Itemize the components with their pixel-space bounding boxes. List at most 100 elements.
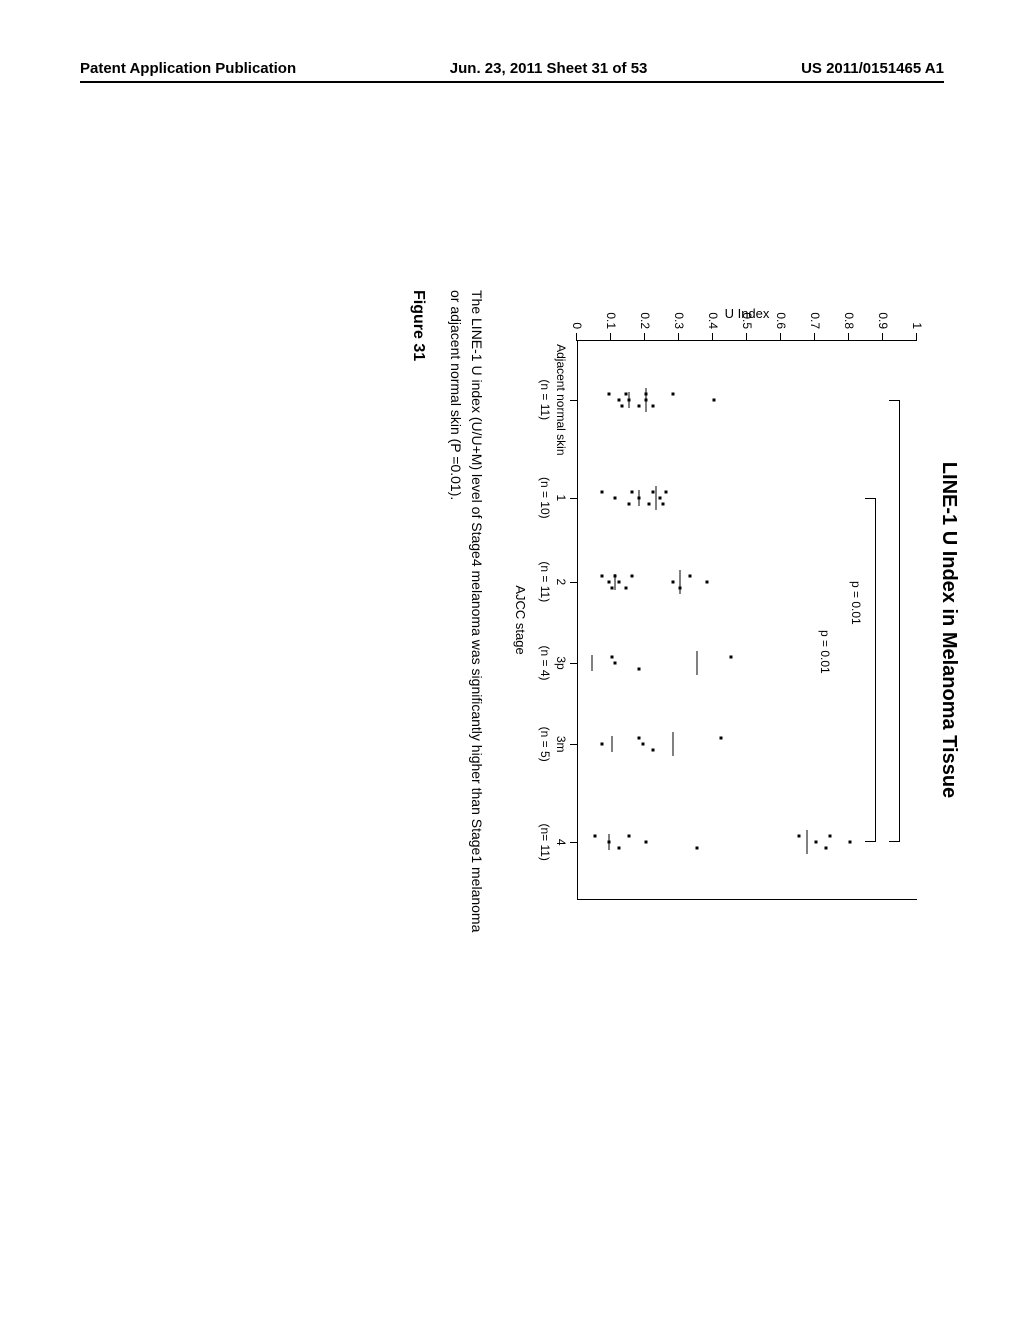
ytick bbox=[916, 333, 917, 341]
caption-line-1: The LINE-1 U index (U/U+M) level of Stag… bbox=[466, 290, 487, 980]
ytick-label: 0.8 bbox=[842, 312, 856, 329]
ytick-label: 1 bbox=[910, 322, 924, 329]
x-axis-label: AJCC stage bbox=[513, 585, 528, 654]
chart-title: LINE-1 U Index in Melanoma Tissue bbox=[937, 280, 960, 980]
data-point bbox=[689, 574, 692, 577]
data-point bbox=[798, 835, 801, 838]
data-point bbox=[600, 743, 603, 746]
ytick-label: 0 bbox=[570, 322, 584, 329]
header-right: US 2011/0151465 A1 bbox=[801, 60, 944, 77]
ytick bbox=[848, 333, 849, 341]
data-point bbox=[696, 847, 699, 850]
median-line bbox=[673, 732, 674, 756]
data-point bbox=[600, 490, 603, 493]
data-point bbox=[607, 580, 610, 583]
ytick-label: 0.3 bbox=[672, 312, 686, 329]
figure-caption: The LINE-1 U index (U/U+M) level of Stag… bbox=[445, 290, 487, 980]
data-point bbox=[600, 574, 603, 577]
data-point bbox=[638, 668, 641, 671]
ytick-label: 0.9 bbox=[876, 312, 890, 329]
data-point bbox=[617, 847, 620, 850]
xtick bbox=[570, 842, 578, 843]
data-point bbox=[648, 502, 651, 505]
median-line bbox=[612, 736, 613, 752]
data-point bbox=[706, 580, 709, 583]
ytick bbox=[780, 333, 781, 341]
data-point bbox=[638, 737, 641, 740]
median-line bbox=[697, 651, 698, 675]
median-line bbox=[608, 834, 609, 850]
xtick bbox=[570, 744, 578, 745]
ytick bbox=[678, 333, 679, 341]
data-point bbox=[611, 586, 614, 589]
significance-label: p = 0.01 bbox=[849, 581, 863, 625]
data-point bbox=[665, 490, 668, 493]
data-point bbox=[628, 502, 631, 505]
data-point bbox=[624, 586, 627, 589]
median-line bbox=[639, 490, 640, 506]
plot-area: 00.10.20.30.40.50.60.70.80.91U IndexAJCC… bbox=[577, 340, 917, 900]
data-point bbox=[651, 749, 654, 752]
data-point bbox=[849, 841, 852, 844]
xtick-label-s3p: 3p(n = 4) bbox=[537, 645, 568, 680]
header-center: Jun. 23, 2011 Sheet 31 of 53 bbox=[450, 60, 648, 77]
data-point bbox=[607, 392, 610, 395]
data-point bbox=[631, 490, 634, 493]
data-point bbox=[658, 496, 661, 499]
significance-label: p = 0.01 bbox=[818, 630, 832, 674]
ytick bbox=[814, 333, 815, 341]
data-point bbox=[651, 404, 654, 407]
ytick bbox=[610, 333, 611, 341]
median-line bbox=[656, 486, 657, 510]
data-point bbox=[631, 574, 634, 577]
xtick bbox=[570, 663, 578, 664]
xtick bbox=[570, 582, 578, 583]
figure-container: LINE-1 U Index in Melanoma Tissue 00.10.… bbox=[60, 280, 960, 980]
ytick bbox=[746, 333, 747, 341]
ytick-label: 0.4 bbox=[706, 312, 720, 329]
significance-bracket bbox=[875, 498, 876, 842]
data-point bbox=[825, 847, 828, 850]
ytick bbox=[644, 333, 645, 341]
median-line bbox=[629, 392, 630, 408]
ytick bbox=[882, 333, 883, 341]
data-point bbox=[713, 398, 716, 401]
figure-number: Figure 31 bbox=[409, 290, 427, 980]
median-line bbox=[591, 655, 592, 671]
ytick bbox=[712, 333, 713, 341]
xtick-label-s4: 4(n= 11) bbox=[537, 823, 568, 860]
ytick-label: 0.1 bbox=[604, 312, 618, 329]
data-point bbox=[617, 580, 620, 583]
ytick bbox=[576, 333, 577, 341]
xtick-label-s1: 1(n = 10) bbox=[537, 477, 568, 519]
xtick bbox=[570, 400, 578, 401]
page-header: Patent Application Publication Jun. 23, … bbox=[80, 60, 944, 83]
data-point bbox=[611, 656, 614, 659]
data-point bbox=[651, 490, 654, 493]
xtick-label-s2: 2(n = 11) bbox=[537, 561, 568, 602]
data-point bbox=[614, 662, 617, 665]
header-left: Patent Application Publication bbox=[80, 60, 296, 77]
data-point bbox=[641, 743, 644, 746]
data-point bbox=[815, 841, 818, 844]
data-point bbox=[617, 398, 620, 401]
data-point bbox=[624, 392, 627, 395]
significance-bracket bbox=[899, 400, 900, 842]
xtick-label-s3m: 3m(n = 5) bbox=[537, 727, 568, 762]
xtick-label-normal: Adjacent normal skin(n = 11) bbox=[537, 344, 568, 455]
median-line bbox=[680, 570, 681, 594]
ytick-label: 0.7 bbox=[808, 312, 822, 329]
ytick-label: 0.2 bbox=[638, 312, 652, 329]
data-point bbox=[628, 835, 631, 838]
data-point bbox=[719, 737, 722, 740]
xtick bbox=[570, 498, 578, 499]
data-point bbox=[645, 841, 648, 844]
data-point bbox=[662, 502, 665, 505]
data-point bbox=[621, 404, 624, 407]
median-line bbox=[646, 388, 647, 412]
data-point bbox=[614, 496, 617, 499]
data-point bbox=[672, 580, 675, 583]
data-point bbox=[594, 835, 597, 838]
caption-line-2: or adjacent normal skin (P =0.01). bbox=[445, 290, 466, 980]
data-point bbox=[672, 392, 675, 395]
